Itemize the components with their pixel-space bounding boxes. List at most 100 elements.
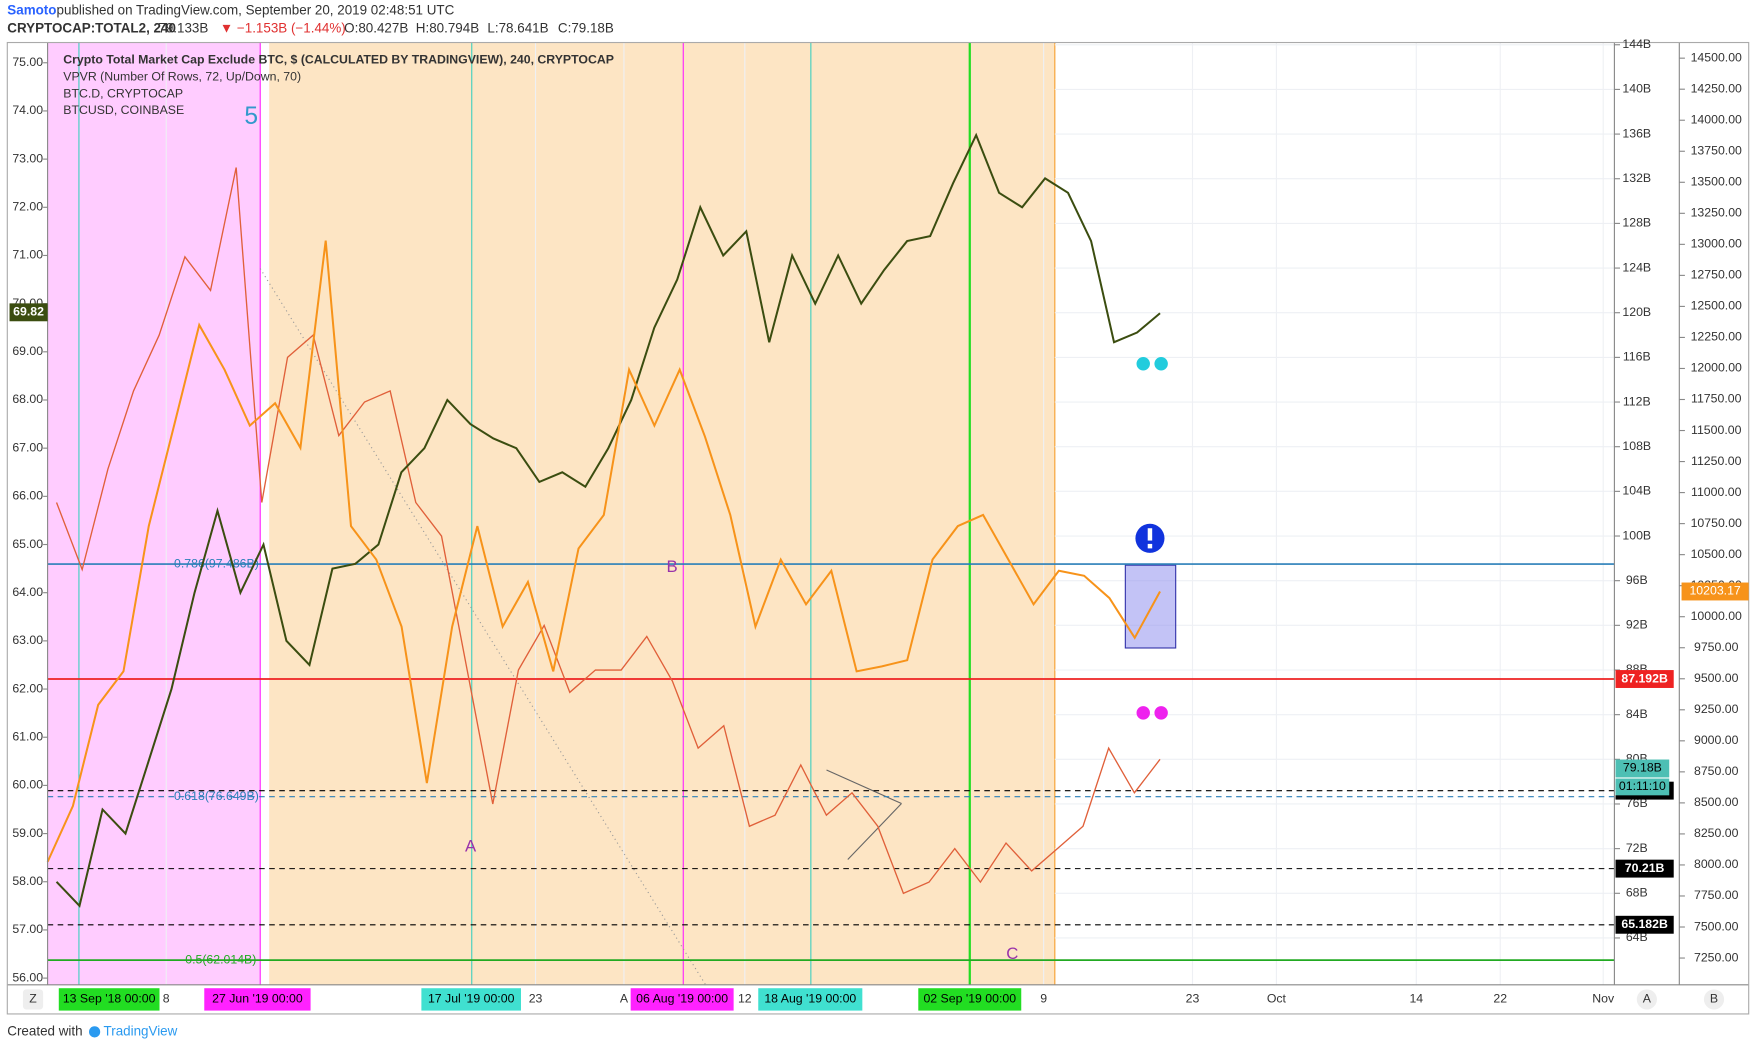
y2-tick-label: 112B [1623,394,1651,408]
y3-tick-label: 8250.00 [1694,826,1739,840]
button-label[interactable]: Z [29,992,37,1006]
author: Samoto [7,3,56,18]
y3-tick-label: 14000.00 [1691,112,1742,126]
date-label: 17 Jul '19 00:00 [428,992,515,1006]
y-tick-label: 61.00 [12,729,43,743]
y2-tick-label: 144B [1622,37,1651,51]
last-tag-label: 69.82 [13,305,44,319]
y2-tick-label: 132B [1622,171,1651,185]
alert-icon-dot [1147,543,1153,549]
level-tag-label: 70.21B [1625,861,1665,875]
last-tag-label: 79.18B [1623,761,1662,775]
date-label: 27 Jun '19 00:00 [212,992,303,1006]
x-tick-label: 8 [163,992,170,1006]
y3-tick-label: 12750.00 [1691,268,1742,282]
y2-tick-label: 96B [1626,573,1648,587]
footer-brand[interactable]: TradingView [104,1023,178,1038]
y2-tick-label: 84B [1626,707,1648,721]
alert-icon-mark [1147,528,1153,541]
date-tag [918,988,1022,1011]
y-tick-label: 57.00 [12,922,43,936]
axes: 56.00 57.00 58.00 59.00 60.00 61.00 62.00 63.00… [6,37,1750,1015]
logo [89,1026,101,1038]
y3-tick-label: 12000.00 [1691,361,1742,375]
y3-tick-label: 13750.00 [1691,144,1742,158]
y-tick-label: 65.00 [12,537,43,551]
date-label: 18 Aug '19 00:00 [764,992,856,1006]
button-label[interactable]: A [1643,992,1652,1006]
wave-label: 5 [244,103,258,130]
y3-tick-label: 9500.00 [1694,671,1739,685]
legend-entry: BTCUSD, COINBASE [63,103,184,117]
change: ▼ −1.153B (−1.44%) [220,21,346,36]
last-tag-label: 10203.17 [1689,584,1740,598]
x-tick-label: A [620,992,629,1006]
close: C:79.18B [558,21,614,36]
y-tick-label: 73.00 [12,151,43,165]
y-tick-label: 60.00 [12,778,43,792]
countdown-label: 01:11:10 [1619,779,1666,793]
y3-tick-label: 7750.00 [1694,888,1739,902]
y3-tick-label: 10500.00 [1691,547,1742,561]
y3-tick-label: 8750.00 [1694,764,1739,778]
level-tag-label: 65.182B [1621,917,1668,931]
y3-tick-label: 8000.00 [1694,857,1739,871]
y2-tick-label: 120B [1622,305,1651,319]
button[interactable] [1636,989,1657,1010]
last: 79.133B [158,21,208,36]
legend-entry: Crypto Total Market Cap Exclude BTC, $ (… [63,53,614,67]
x-tick-label: 14 [1409,992,1423,1006]
date-tag [758,988,863,1011]
y-tick-label: 69.00 [12,344,43,358]
level-label: 0.5(62.014B) [185,952,256,966]
x-tick-label: 22 [1493,992,1507,1006]
info-icon [1136,706,1150,720]
button-label[interactable]: B [1710,992,1718,1006]
series-line [46,240,1161,863]
published: published on TradingView.com, September … [57,3,455,18]
trend-line [847,803,902,860]
y3-tick-label: 9750.00 [1694,640,1739,654]
level-tag [1615,670,1674,688]
wave-label: B [666,557,677,576]
y2-tick-label: 68B [1626,886,1648,900]
button[interactable] [1703,989,1725,1010]
wave-label: A [465,837,477,856]
y3-tick-label: 11250.00 [1691,454,1742,468]
open: O:80.427B [344,21,408,36]
y3-tick-label: 13000.00 [1691,237,1742,251]
y3-tick-label: 11500.00 [1691,423,1742,437]
plot: 0.786(97.486B) 0.618(76.649B) 0.5(62.014B)… [46,103,1615,966]
y-tick-label: 72.00 [12,200,43,214]
x-tick-label: 9 [1040,992,1047,1006]
date-label: 13 Sep '18 00:00 [63,992,156,1006]
info-icon [1154,357,1168,371]
y3-tick-label: 14250.00 [1691,81,1742,95]
y2-tick-label: 136B [1622,126,1651,140]
level-tag-label: 87.192B [1621,671,1668,685]
y3-tick-label: 8500.00 [1694,795,1739,809]
y3-tick-label: 9250.00 [1694,702,1739,716]
symbol: CRYPTOCAP:TOTAL2, 240 [7,21,176,36]
date-tag [58,988,160,1011]
x-tick-label: 12 [738,992,752,1006]
last-tag [1681,582,1749,601]
date-tag [204,988,311,1011]
y3-tick-label: 12250.00 [1691,330,1742,344]
level-tag [1615,915,1674,934]
button[interactable] [22,989,44,1010]
y-tick-label: 68.00 [12,392,43,406]
y3-tick-label: 11000.00 [1691,485,1742,499]
last-tag [9,303,48,322]
last-tag [1615,759,1670,778]
x-tick-label: 23 [529,992,543,1006]
y2-tick-label: 72B [1626,841,1648,855]
region [269,42,1055,985]
y3-tick-label: 14500.00 [1691,50,1742,64]
y2-tick-label: 92B [1626,618,1648,632]
y2-tick-label: 124B [1622,260,1651,274]
series-line [55,167,1161,895]
date-tag [421,988,521,1011]
y2-tick-label: 104B [1622,484,1651,498]
